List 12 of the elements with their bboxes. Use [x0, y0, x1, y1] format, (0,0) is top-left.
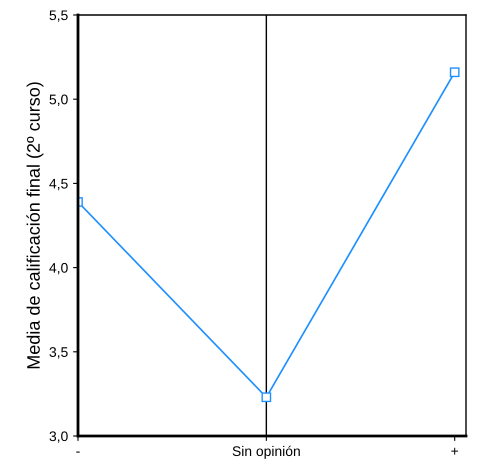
point	[450, 67, 460, 78]
y-tick-label: 5,0	[50, 94, 68, 106]
x-tick-label: +	[451, 448, 458, 455]
y-tick-label: 4,0	[49, 262, 68, 274]
x-tick-label: -	[76, 452, 80, 453]
y-axis-title: Media de calificación final (2º curso)	[26, 82, 44, 368]
x-tick-label: Sin opinión	[232, 446, 300, 459]
y-tick-label: 4,5	[49, 178, 68, 190]
point	[261, 392, 272, 402]
y-tick-label: 3,5	[50, 347, 68, 359]
y-tick-label: 3,0	[50, 431, 68, 443]
y-tick-label: 5,5	[50, 10, 68, 22]
